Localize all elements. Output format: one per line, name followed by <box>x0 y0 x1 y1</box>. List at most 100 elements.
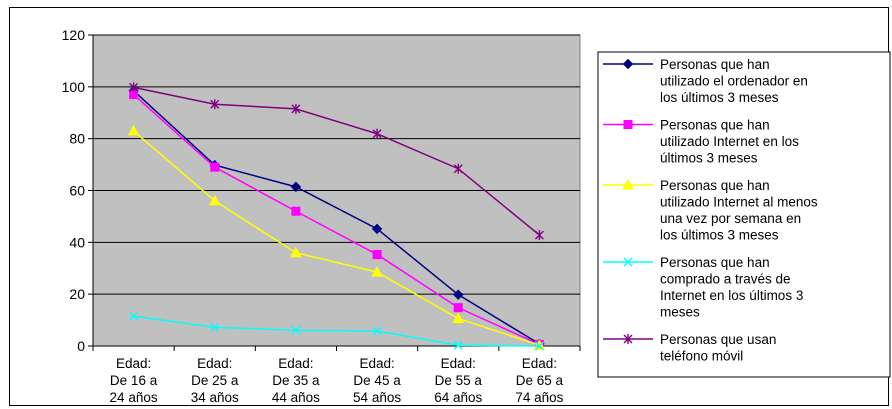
x-tick-label: Edad: De 45 a 54 años <box>353 356 401 405</box>
legend-label: Personas que han utilizado Internet en lo… <box>660 118 799 166</box>
legend-label-line: los últimos 3 meses <box>660 90 779 105</box>
gridlines <box>93 34 580 295</box>
data-point <box>623 334 633 344</box>
y-tick-label: 120 <box>62 27 86 43</box>
data-point <box>129 311 139 321</box>
data-point <box>129 82 139 93</box>
y-tick-label: 20 <box>69 286 85 302</box>
x-tick-label-line: 24 años <box>110 390 158 405</box>
data-point <box>210 322 220 332</box>
x-tick-label: Edad: De 65 a 74 años <box>515 356 563 405</box>
data-point <box>623 120 633 129</box>
legend-label-line: teléfono móvil <box>660 349 743 364</box>
x-tick-label-line: De 16 a <box>110 373 158 388</box>
x-tick-label-line: De 35 a <box>272 373 320 388</box>
data-point-stroke <box>623 257 633 267</box>
series-line <box>133 90 540 345</box>
x-tick-label-line: Edad: <box>278 356 313 371</box>
data-point <box>534 230 544 241</box>
legend-label-line: Personas que han <box>660 255 770 270</box>
x-tick-label-line: De 25 a <box>191 373 239 388</box>
x-tick-label-line: 64 años <box>434 390 482 405</box>
x-tick-label-line: De 55 a <box>435 373 483 388</box>
data-point-stroke <box>453 340 463 350</box>
legend-label: Personas que han comprado a través de Inte… <box>660 255 803 320</box>
legend-label-line: Personas que han <box>660 118 770 133</box>
x-tick-label-line: De 65 a <box>516 373 564 388</box>
data-point-stroke <box>372 326 382 336</box>
legend-box <box>597 51 891 378</box>
legend-entry-2: Personas que han utilizado Internet en lo… <box>603 118 799 166</box>
data-point-stroke <box>129 311 139 321</box>
legend-label-line: Personas que han <box>660 178 770 193</box>
legend-entry-5: Personas que usan teléfono móvil <box>603 332 776 364</box>
data-point-stroke <box>534 341 544 351</box>
data-point <box>533 339 546 350</box>
data-point <box>291 206 301 216</box>
x-tick-label-line: Edad: <box>522 356 557 371</box>
data-point <box>622 58 634 70</box>
legend-label-line: meses <box>660 305 700 320</box>
data-point <box>453 303 463 313</box>
x-tick-label-line: 44 años <box>272 390 320 405</box>
data-point-stroke <box>291 325 301 335</box>
data-point <box>290 181 302 193</box>
y-tick-label: 60 <box>69 183 85 199</box>
y-tick-label: 40 <box>69 234 85 250</box>
data-point <box>372 326 382 336</box>
data-point <box>291 103 301 114</box>
data-point <box>623 257 633 267</box>
x-tick-label-line: De 45 a <box>353 373 401 388</box>
legend-label-line: Personas que han <box>660 57 770 72</box>
legend-label-line: Personas que usan <box>660 332 776 347</box>
data-point <box>371 223 383 235</box>
x-tick-label-line: Edad: <box>359 356 394 371</box>
x-tick-label-line: Edad: <box>197 356 232 371</box>
legend-entry-3: Personas que han utilizado Internet al me… <box>603 178 818 243</box>
legend-label-line: utilizado Internet al menos <box>660 195 818 210</box>
x-axis-ticks: Edad: De 16 a 24 años Edad: De 25 a 34 años Ed… <box>92 346 581 405</box>
x-tick-label-line: Edad: <box>441 356 476 371</box>
series-line <box>133 86 540 236</box>
data-point <box>127 124 140 136</box>
legend-label: Personas que han utilizado el ordenador e… <box>660 57 808 105</box>
data-point <box>372 128 382 139</box>
x-tick-label: Edad: De 55 a 64 años <box>434 356 482 405</box>
legend-label-line: los últimos 3 meses <box>660 228 779 243</box>
x-tick-label-line: 34 años <box>191 390 239 405</box>
series-3 <box>127 124 546 350</box>
data-point <box>372 250 382 260</box>
legend-label-line: utilizado Internet en los <box>660 134 799 149</box>
legend-label-line: últimos 3 meses <box>660 151 758 166</box>
legend-label-line: utilizado el ordenador en <box>660 74 808 89</box>
data-point <box>208 194 221 206</box>
x-tick-label: Edad: De 35 a 44 años <box>272 356 320 405</box>
series-line <box>133 94 540 346</box>
legend-label-line: una vez por semana en <box>660 211 801 226</box>
y-tick-label: 80 <box>69 131 85 147</box>
x-tick-label-line: 74 años <box>515 390 563 405</box>
x-tick-label-line: 54 años <box>353 390 401 405</box>
x-tick-label: Edad: De 16 a 24 años <box>110 356 158 405</box>
legend-label-line: comprado a través de <box>660 272 791 287</box>
y-tick-label: 100 <box>62 79 86 95</box>
data-point <box>291 325 301 335</box>
series-4 <box>129 311 544 351</box>
data-point <box>371 266 383 277</box>
legend-label-line: Internet en los últimos 3 <box>660 288 803 303</box>
legend-entry-4: Personas que han comprado a través de Inte… <box>603 255 803 320</box>
data-point-stroke <box>210 322 220 332</box>
data-point <box>210 99 220 110</box>
data-point <box>534 341 544 351</box>
series-line <box>133 315 540 347</box>
data-point <box>453 163 463 174</box>
y-tick-label: 0 <box>77 338 85 354</box>
y-axis-ticks: 0 20 40 60 80 100 120 <box>62 27 93 354</box>
data-point <box>453 340 463 350</box>
legend: Personas que han utilizado el ordenador e… <box>597 51 891 378</box>
x-tick-label-line: Edad: <box>116 356 151 371</box>
data-point <box>452 312 465 324</box>
data-point <box>453 289 464 300</box>
legend-entry-1: Personas que han utilizado el ordenador e… <box>603 57 808 105</box>
